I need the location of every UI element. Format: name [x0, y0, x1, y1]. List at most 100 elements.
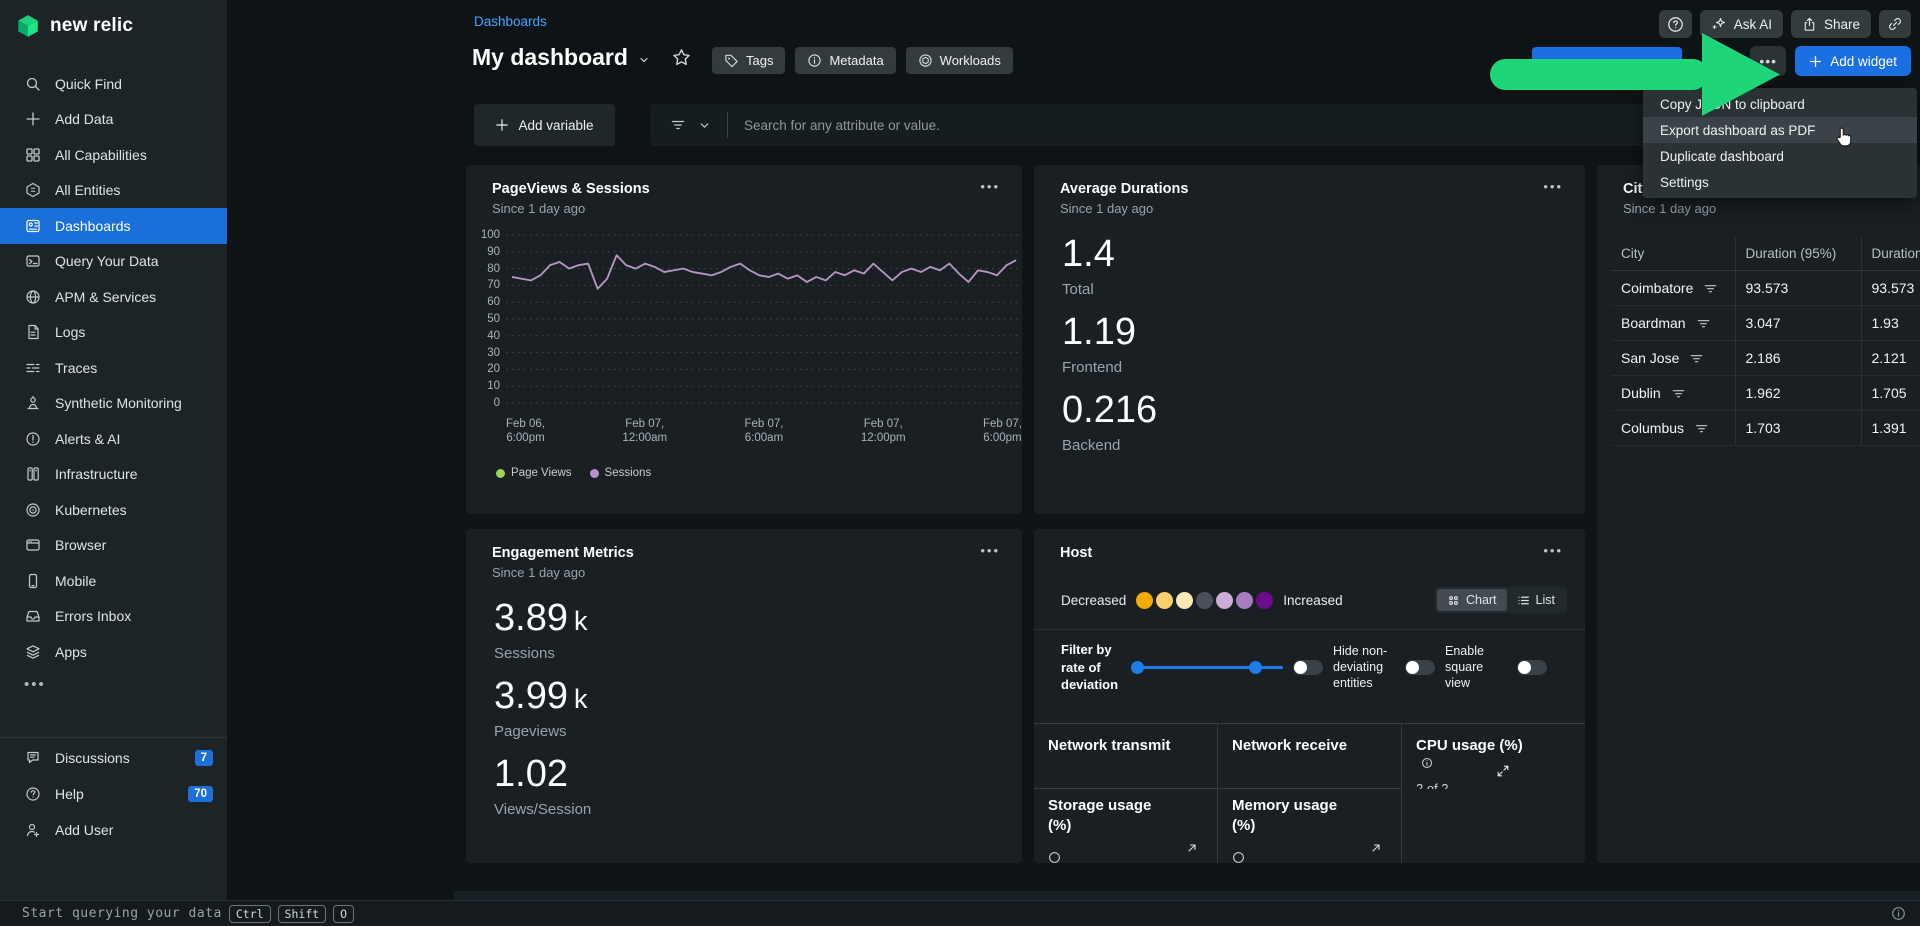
sidebar-item-add-data[interactable]: Add Data	[0, 102, 227, 138]
cell-network-transmit[interactable]: Network transmit	[1048, 736, 1198, 756]
host-legend-dot	[1216, 592, 1233, 609]
dashboard-more-button[interactable]: •••	[1750, 46, 1786, 76]
slider-handle-right[interactable]	[1249, 661, 1262, 674]
sidebar-item-all-entities[interactable]: All Entities	[0, 173, 227, 209]
sidebar-item-traces[interactable]: Traces	[0, 350, 227, 386]
cell-cpu-usage[interactable]: CPU usage (%) 2 of 2	[1416, 736, 1536, 789]
host-legend-dot	[1156, 592, 1173, 609]
table-row: Coimbatore93.57393.5732.992	[1611, 271, 1920, 306]
info-circle-icon[interactable]	[1891, 906, 1906, 921]
menu-item-export-pdf[interactable]: Export dashboard as PDF	[1643, 117, 1917, 143]
cell-network-receive[interactable]: Network receive	[1232, 736, 1382, 756]
list-view-button[interactable]: List	[1507, 589, 1565, 611]
widget-menu-button[interactable]: •••	[1543, 179, 1563, 194]
share-button[interactable]: Share	[1791, 10, 1871, 38]
sidebar-item-apm-services[interactable]: APM & Services	[0, 279, 227, 315]
column-header-city[interactable]: City	[1611, 237, 1735, 271]
hexagon-list-icon	[24, 182, 41, 199]
sidebar-item-apps[interactable]: Apps	[0, 634, 227, 670]
workloads-pill[interactable]: Workloads	[906, 47, 1013, 74]
row-filter-icon[interactable]	[1671, 386, 1686, 401]
sidebar-item-logs[interactable]: Logs	[0, 315, 227, 351]
widget-title: PageViews & Sessions	[492, 181, 650, 197]
cell-memory-usage[interactable]: Memory usage (%)	[1232, 796, 1342, 837]
copy-link-button[interactable]	[1879, 10, 1911, 38]
sidebar-item-quick-find[interactable]: Quick Find	[0, 66, 227, 102]
sidebar-item-dashboards[interactable]: Dashboards	[0, 208, 227, 244]
ask-ai-button[interactable]: Ask AI	[1700, 10, 1783, 38]
sidebar-item-alerts-ai[interactable]: Alerts & AI	[0, 421, 227, 457]
metadata-pill[interactable]: Metadata	[795, 47, 895, 74]
share-icon	[1802, 17, 1817, 32]
widget-title: Engagement Metrics	[492, 545, 634, 561]
help-button[interactable]	[1659, 10, 1692, 38]
sidebar-divider	[0, 737, 227, 738]
host-legend-dots	[1136, 592, 1273, 609]
duration-cell: 1.962	[1735, 376, 1861, 411]
y-tick-label: 60	[487, 296, 500, 308]
filter-funnel-icon[interactable]	[670, 117, 686, 133]
open-arrow-icon[interactable]	[1370, 842, 1382, 854]
tags-pill[interactable]: Tags	[712, 47, 785, 74]
sidebar-more-button[interactable]: •••	[0, 670, 227, 700]
add-widget-button[interactable]: Add widget	[1795, 46, 1911, 76]
add-variable-button[interactable]: Add variable	[474, 104, 615, 146]
grid-icon	[24, 146, 41, 163]
menu-item-settings[interactable]: Settings	[1643, 169, 1917, 195]
table-header-row: City Duration (95%) Duration (99%) Durat…	[1611, 237, 1920, 271]
y-tick-label: 70	[487, 279, 500, 291]
sidebar-item-synthetic-monitoring[interactable]: Synthetic Monitoring	[0, 386, 227, 422]
hide-non-deviating-toggle[interactable]	[1405, 660, 1435, 675]
open-arrow-icon[interactable]	[1186, 842, 1198, 854]
slider-handle-left[interactable]	[1131, 661, 1144, 674]
deviation-filter-toggle[interactable]	[1293, 660, 1323, 675]
widget-menu-button[interactable]: •••	[1543, 543, 1563, 558]
sidebar-item-infrastructure[interactable]: Infrastructure	[0, 457, 227, 493]
y-tick-label: 40	[487, 330, 500, 342]
favorite-star-icon[interactable]	[672, 48, 691, 67]
menu-item-duplicate-dashboard[interactable]: Duplicate dashboard	[1643, 143, 1917, 169]
y-tick-label: 100	[481, 229, 500, 241]
filter-chevron-down-icon[interactable]	[698, 119, 711, 132]
row-filter-icon[interactable]	[1703, 281, 1718, 296]
cell-storage-usage[interactable]: Storage usage (%)	[1048, 796, 1158, 837]
browser-window-icon	[24, 537, 41, 554]
search-input[interactable]	[742, 117, 1642, 134]
legend-item[interactable]: Page Views	[496, 467, 572, 479]
widget-subtitle: Since 1 day ago	[1623, 201, 1716, 216]
widget-menu-button[interactable]: •••	[980, 179, 1000, 194]
row-filter-icon[interactable]	[1689, 351, 1704, 366]
sidebar-item-kubernetes[interactable]: Kubernetes	[0, 492, 227, 528]
chart-view-button[interactable]: Chart	[1437, 589, 1507, 611]
cpu-usage-subtext: 2 of 2	[1416, 780, 1536, 789]
title-chevron-down-icon[interactable]	[638, 54, 650, 66]
expand-icon[interactable]	[1496, 764, 1510, 778]
top-action-buttons: Ask AI Share	[1659, 10, 1911, 38]
duration-cell: 1.703	[1735, 411, 1861, 446]
breadcrumb-dashboards[interactable]: Dashboards	[474, 14, 547, 29]
host-divider	[1034, 629, 1585, 630]
legend-item[interactable]: Sessions	[590, 467, 652, 479]
status-bar: Start querying your data Ctrl Shift O	[0, 900, 1920, 926]
widget-pageviews-sessions: PageViews & Sessions Since 1 day ago •••…	[466, 165, 1022, 514]
row-filter-icon[interactable]	[1694, 421, 1709, 436]
sidebar-item-help[interactable]: Help 70	[0, 776, 227, 812]
sidebar-item-errors-inbox[interactable]: Errors Inbox	[0, 599, 227, 635]
column-header-duration-99[interactable]: Duration (99%)	[1861, 237, 1920, 271]
deviation-range-slider[interactable]	[1131, 660, 1283, 674]
widget-menu-button[interactable]: •••	[980, 543, 1000, 558]
new-relic-logo[interactable]: new relic	[0, 0, 227, 39]
menu-item-copy-json[interactable]: Copy JSON to clipboard	[1643, 91, 1917, 117]
row-filter-icon[interactable]	[1696, 316, 1711, 331]
sidebar-item-all-capabilities[interactable]: All Capabilities	[0, 137, 227, 173]
host-controls: Filter by rate of deviation Hide non-dev…	[1061, 641, 1575, 694]
sidebar-item-discussions[interactable]: Discussions 7	[0, 740, 227, 776]
city-cell: San Jose	[1611, 341, 1735, 376]
sidebar-item-browser[interactable]: Browser	[0, 528, 227, 564]
sidebar-item-query-your-data[interactable]: Query Your Data	[0, 244, 227, 280]
column-header-duration-95[interactable]: Duration (95%)	[1735, 237, 1861, 271]
inbox-icon	[24, 608, 41, 625]
sidebar-item-mobile[interactable]: Mobile	[0, 563, 227, 599]
sidebar-item-add-user[interactable]: Add User	[0, 812, 227, 848]
enable-square-view-toggle[interactable]	[1517, 660, 1547, 675]
